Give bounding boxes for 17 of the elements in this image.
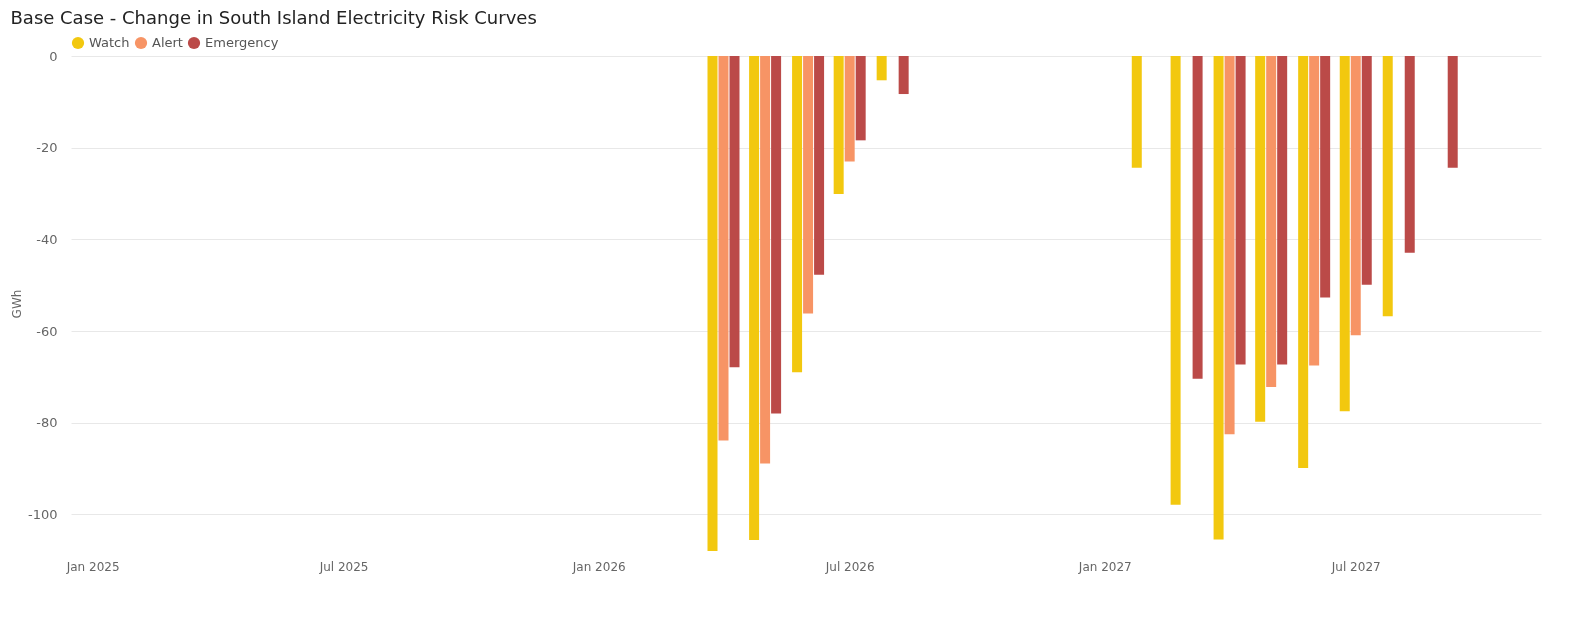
legend-label: Emergency bbox=[205, 35, 279, 50]
y-tick-label: -100 bbox=[27, 506, 58, 522]
y-tick-label: -20 bbox=[36, 140, 58, 156]
y-tick-label: -80 bbox=[36, 415, 58, 431]
legend-label: Alert bbox=[152, 35, 183, 50]
y-tick-label: -40 bbox=[36, 231, 58, 247]
x-tick-label: Jan 2027 bbox=[1077, 559, 1132, 574]
x-tick-label: Jul 2026 bbox=[824, 559, 875, 574]
legend-label: Watch bbox=[89, 35, 130, 50]
x-tick-label: Jan 2026 bbox=[571, 559, 626, 574]
x-tick-label: Jul 2025 bbox=[318, 559, 369, 574]
x-tick-label: Jan 2025 bbox=[65, 559, 120, 574]
y-tick-label: -60 bbox=[36, 323, 58, 339]
y-tick-label: 0 bbox=[49, 48, 58, 64]
y-axis-title: GWh bbox=[10, 289, 24, 319]
x-tick-label: Jul 2027 bbox=[1330, 559, 1381, 574]
chart-title: Base Case - Change in South Island Electricity Risk Curves bbox=[10, 7, 537, 28]
